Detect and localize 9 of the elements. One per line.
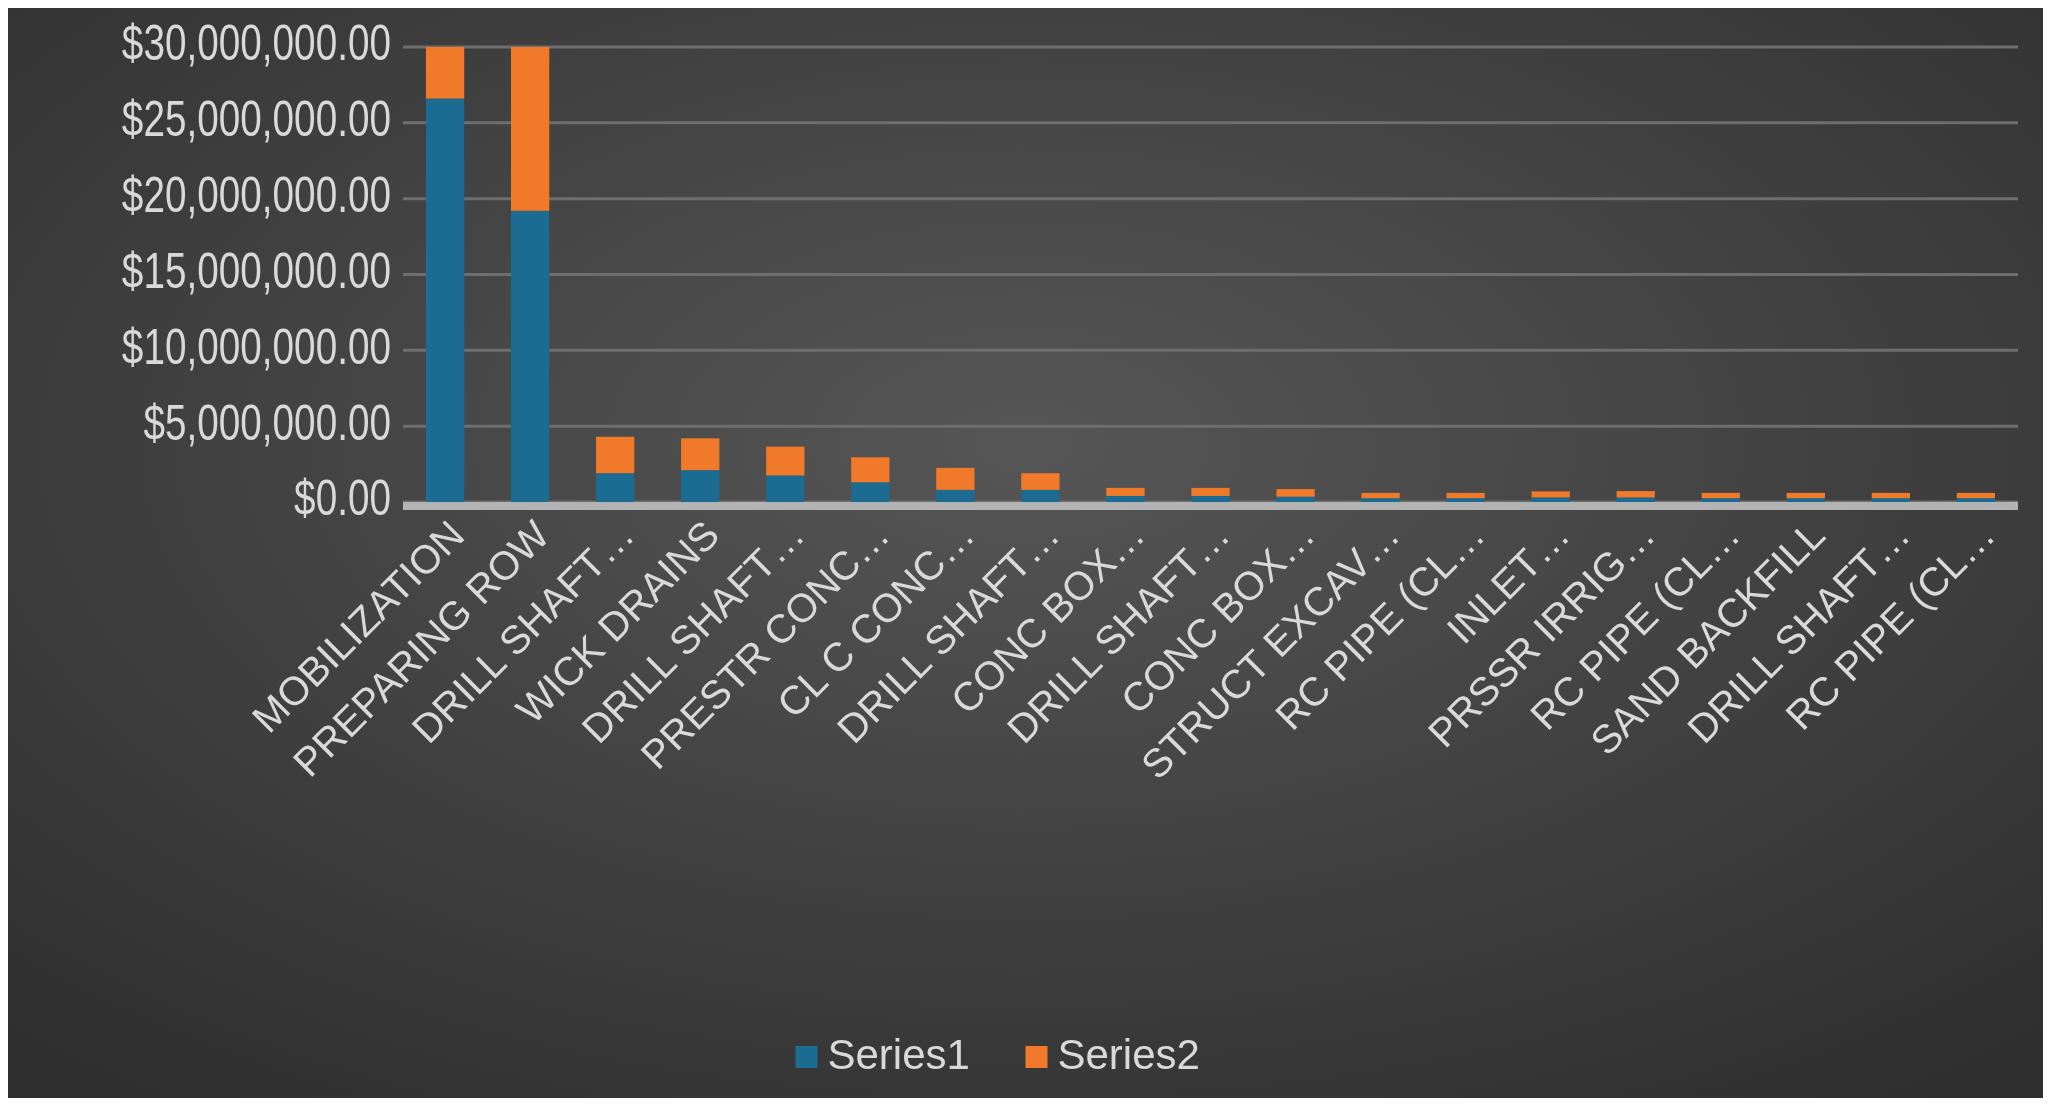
legend-label: Series1 [827, 1031, 970, 1079]
y-tick-label: $10,000,000.00 [121, 317, 391, 375]
y-tick-label: $30,000,000.00 [121, 14, 391, 72]
y-tick-label: $5,000,000.00 [143, 393, 391, 451]
legend-label: Series2 [1057, 1031, 1200, 1079]
y-tick-label: $25,000,000.00 [121, 90, 391, 148]
y-tick-label: $20,000,000.00 [121, 165, 391, 224]
y-tick-label: $0.00 [294, 469, 391, 527]
y-tick-label: $15,000,000.00 [121, 241, 391, 300]
